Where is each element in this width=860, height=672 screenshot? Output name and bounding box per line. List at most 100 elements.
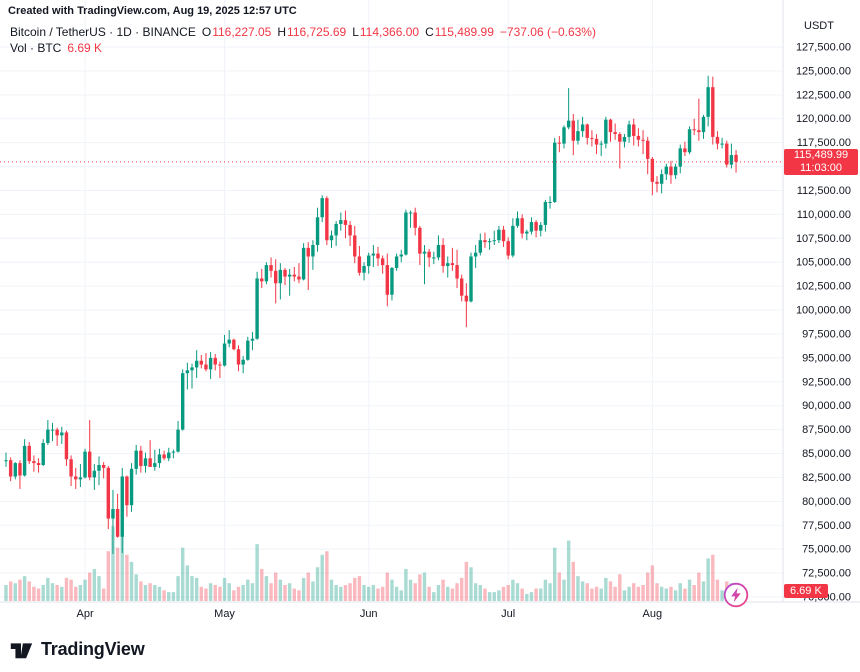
candle-body <box>497 229 501 241</box>
candle-body <box>125 476 129 506</box>
price-tick-label: 107,500.00 <box>796 233 851 245</box>
price-tick-label: 87,500.00 <box>802 424 851 436</box>
bar-countdown: 11:03:00 <box>799 161 842 174</box>
candle-body <box>13 463 17 477</box>
candle-body <box>22 445 27 476</box>
volume-bar <box>673 590 678 601</box>
price-tick-label: 80,000.00 <box>802 496 851 508</box>
volume-bar <box>394 586 399 601</box>
chart-legend: Bitcoin / TetherUS · 1D · BINANCE O 116,2… <box>10 24 596 56</box>
price-tick-label: 110,000.00 <box>797 209 851 221</box>
candle-body <box>111 509 115 519</box>
volume-bar <box>334 585 338 601</box>
candle-body <box>492 240 496 242</box>
price-tick-label: 102,500.00 <box>796 281 851 293</box>
candle-body <box>162 454 166 459</box>
volume-bar <box>678 583 682 601</box>
volume-bar <box>441 579 445 601</box>
candle-body <box>69 459 73 477</box>
volume-bar <box>515 583 520 601</box>
candle-body <box>353 235 357 257</box>
candle-body <box>636 135 641 140</box>
volume-bar <box>311 581 315 601</box>
price-tick-label: 77,500.00 <box>802 520 851 532</box>
volume-bar <box>553 547 557 601</box>
volume-bar <box>232 590 236 601</box>
volume-label: Vol · BTC <box>10 41 62 55</box>
volume-bar <box>115 547 120 601</box>
volume-bar <box>171 592 176 601</box>
candle-body <box>50 429 55 431</box>
candle-body <box>669 166 673 176</box>
volume-bar <box>134 574 138 601</box>
volume-bar <box>501 586 506 601</box>
candle-body <box>646 140 650 159</box>
volume-bar <box>525 593 529 601</box>
volume-bar <box>213 585 217 601</box>
candle-body <box>711 87 715 137</box>
volume-bar <box>576 576 580 601</box>
price-tick-label: 85,000.00 <box>802 448 851 460</box>
legend-row-symbol: Bitcoin / TetherUS · 1D · BINANCE O 116,2… <box>10 24 596 40</box>
candle-body <box>692 129 696 131</box>
candle-body <box>101 465 106 468</box>
volume-bar <box>455 583 459 601</box>
open-field: O 116,227.05 <box>202 24 272 40</box>
volume-bar <box>69 579 73 601</box>
volume-bar <box>543 579 548 601</box>
candle-body <box>241 359 245 365</box>
candle-body <box>208 357 213 370</box>
candle-body <box>287 274 292 277</box>
volume-bar <box>50 583 55 601</box>
candle-body <box>36 463 41 465</box>
candle-body <box>134 450 138 469</box>
volume-bar <box>483 588 487 601</box>
candle-body <box>483 240 487 243</box>
price-tick-label: 92,500.00 <box>802 376 851 388</box>
volume-bar <box>60 586 64 601</box>
candle-body <box>362 266 366 273</box>
high-value: 116,725.69 <box>287 25 347 39</box>
candle-body <box>632 124 636 136</box>
volume-bar <box>139 581 143 601</box>
volume-bar <box>176 576 180 601</box>
candle-body <box>106 467 110 519</box>
volume-bar <box>608 581 613 601</box>
volume-bar <box>590 588 594 601</box>
candle-body <box>594 138 599 145</box>
volume-bar <box>222 577 227 601</box>
volume-bar <box>27 581 31 601</box>
volume-bar <box>473 583 478 601</box>
volume-bar <box>36 588 41 601</box>
candle-body <box>157 454 162 464</box>
candle-body <box>204 364 208 370</box>
candle-body <box>571 120 575 141</box>
candle-body <box>464 295 469 302</box>
candle-body <box>46 429 50 443</box>
price-scale-unit[interactable]: USDT <box>804 20 834 32</box>
volume-bar <box>83 579 87 601</box>
candle-body <box>520 218 524 234</box>
candle-body <box>167 452 171 459</box>
flash-button[interactable] <box>722 581 750 609</box>
volume-bar <box>297 590 301 601</box>
volume-bar <box>380 586 385 601</box>
footer-brand[interactable]: TradingView <box>8 636 145 662</box>
volume-bar <box>511 579 515 601</box>
symbol-title[interactable]: Bitcoin / TetherUS · 1D · BINANCE <box>10 25 196 39</box>
volume-bar <box>599 588 603 601</box>
candlestick-chart[interactable]: 70,000.0072,500.0075,000.0077,500.0080,0… <box>0 0 860 630</box>
candle-body <box>176 429 180 452</box>
candle-body <box>678 148 682 167</box>
volume-bar <box>367 586 371 601</box>
price-tick-label: 117,500.00 <box>797 137 851 149</box>
volume-bar <box>548 583 552 601</box>
volume-bar <box>4 585 8 601</box>
last-price-value: 115,489.99 <box>793 148 849 161</box>
volume-bar <box>650 565 655 601</box>
price-tick-label: 105,000.00 <box>796 257 851 269</box>
candle-body <box>129 468 134 506</box>
candle-body <box>720 143 724 145</box>
volume-bar <box>78 585 83 601</box>
candle-body <box>357 256 362 273</box>
